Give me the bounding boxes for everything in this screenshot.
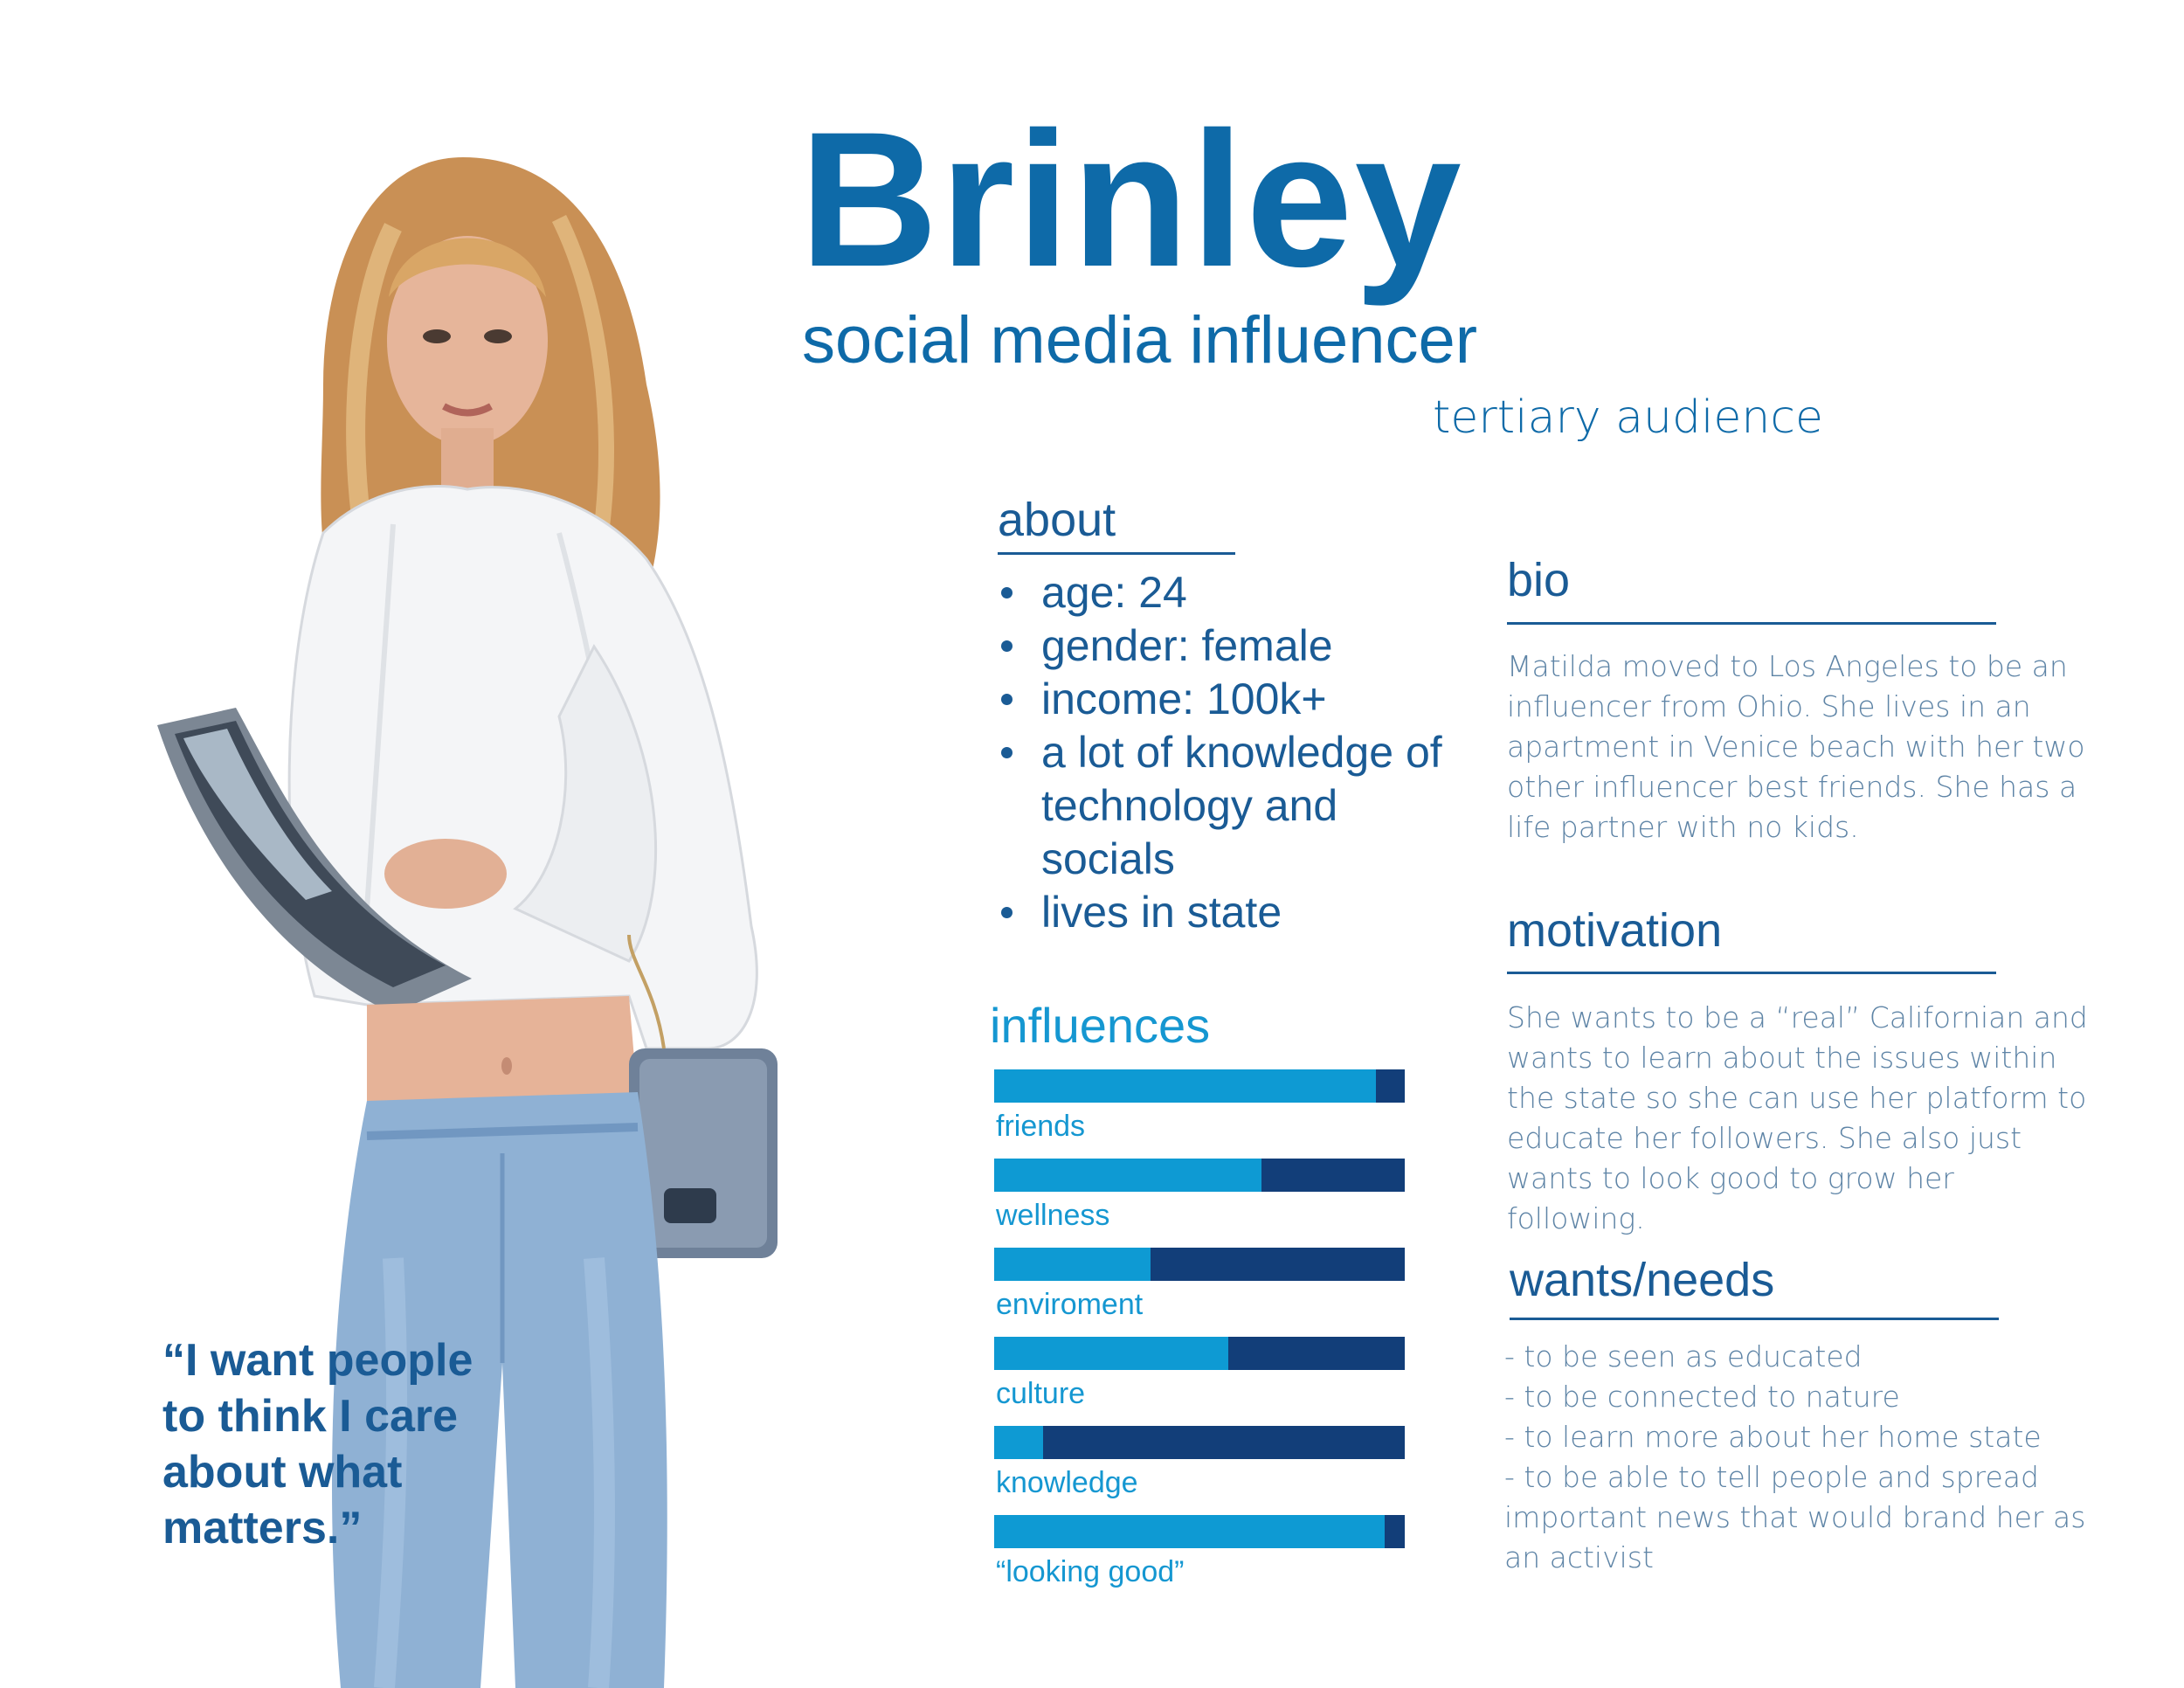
influence-label: enviroment	[996, 1288, 1144, 1321]
motivation-title: motivation	[1507, 904, 1723, 957]
persona-name: Brinley	[799, 92, 1463, 307]
influence-bar-4	[994, 1426, 1405, 1459]
wants-item: - to be connected to nature	[1504, 1380, 1900, 1414]
influence-label: knowledge	[996, 1466, 1138, 1499]
wants-needs-rule	[1510, 1318, 1999, 1320]
about-item-gender: gender: female	[996, 619, 1468, 673]
influence-bar-3	[994, 1337, 1405, 1370]
persona-photo	[157, 157, 778, 1688]
persona-audience: tertiary audience	[1433, 391, 1823, 444]
influence-label: culture	[996, 1377, 1086, 1410]
about-list: age: 24 gender: female income: 100k+ a l…	[996, 566, 1468, 939]
influence-bar-1	[994, 1159, 1405, 1192]
motivation-text: She wants to be a “real” Californian and…	[1507, 1000, 2088, 1235]
influence-label: friends	[996, 1110, 1086, 1143]
influence-bar-5	[994, 1515, 1405, 1548]
influence-bar-fill	[994, 1337, 1228, 1370]
wants-item: - to be able to tell people and spread i…	[1504, 1460, 2086, 1574]
influence-bar-2	[994, 1248, 1405, 1281]
influence-bar-fill	[994, 1159, 1261, 1192]
bio-title: bio	[1507, 554, 1571, 606]
wants-needs-title: wants/needs	[1510, 1254, 1775, 1306]
about-title: about	[998, 494, 1116, 546]
about-item-location: lives in state	[996, 886, 1468, 939]
motivation-rule	[1507, 972, 1996, 974]
persona-quote: “I want people to think I care about wha…	[162, 1335, 473, 1553]
wants-item: - to learn more about her home state	[1504, 1420, 2042, 1454]
influence-bar-fill	[994, 1069, 1377, 1103]
about-item-age: age: 24	[996, 566, 1468, 619]
about-item-knowledge: a lot of knowledge of technology and soc…	[996, 726, 1468, 886]
influence-label: wellness	[996, 1199, 1110, 1232]
influence-bar-fill	[994, 1248, 1151, 1281]
wants-item: - to be seen as educated	[1504, 1339, 1863, 1373]
influence-label: “looking good”	[996, 1555, 1185, 1588]
bio-rule	[1507, 622, 1996, 625]
wants-needs-list: - to be seen as educated - to be connect…	[1504, 1337, 2107, 1578]
influences-title: influences	[990, 998, 1211, 1053]
influence-bar-0	[994, 1069, 1405, 1103]
about-item-income: income: 100k+	[996, 673, 1468, 726]
bio-text: Matilda moved to Los Angeles to be an in…	[1507, 649, 2085, 844]
influence-bar-fill	[994, 1426, 1044, 1459]
about-rule	[998, 552, 1235, 555]
influence-bar-fill	[994, 1515, 1385, 1548]
persona-role: social media influencer	[802, 303, 1478, 377]
